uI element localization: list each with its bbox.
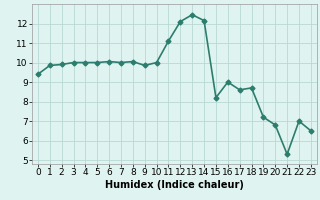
X-axis label: Humidex (Indice chaleur): Humidex (Indice chaleur) [105, 180, 244, 190]
